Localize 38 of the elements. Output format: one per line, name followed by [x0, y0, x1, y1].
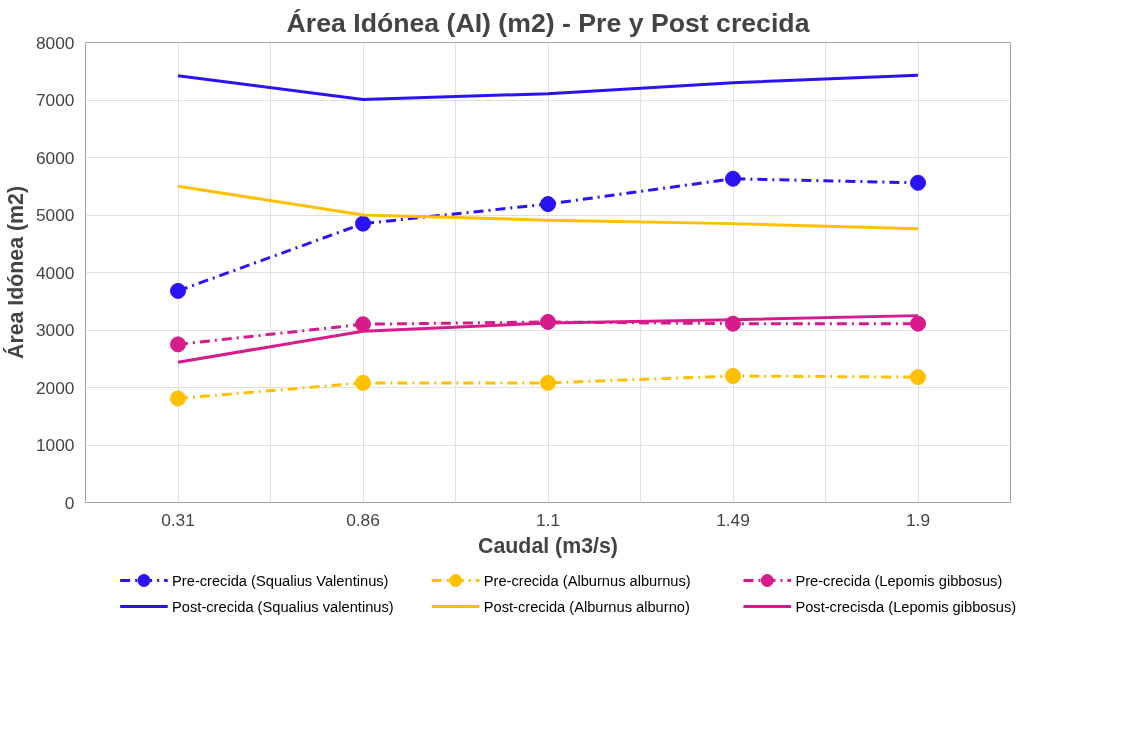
point — [540, 196, 556, 213]
y-tick-label: 5000 — [35, 205, 75, 225]
point — [540, 374, 556, 391]
point — [910, 369, 926, 386]
x-tick-label: 0.31 — [161, 509, 195, 530]
point — [910, 315, 926, 332]
line-series — [176, 184, 920, 231]
point — [355, 374, 371, 391]
y-tick-label: 7000 — [35, 90, 75, 110]
point — [910, 174, 926, 191]
y-tick-label: 0 — [64, 492, 75, 513]
y-tick-label: 2000 — [35, 377, 75, 398]
y-axis-title: Área Idónea (m2) — [2, 185, 28, 360]
legend-label: Pre-crecida (Lepomis gibbosus) — [795, 572, 1003, 589]
y-tick-label: 3000 — [35, 320, 75, 340]
legend-label: Pre-crecida (Alburnus alburnus) — [483, 572, 691, 589]
x-tick-label: 1.49 — [716, 509, 750, 530]
x-tick-label: 1.1 — [535, 509, 561, 530]
y-tick-label: 6000 — [35, 147, 75, 168]
y-tick-label: 1000 — [35, 435, 75, 455]
legend-label: Pre-crecida (Squalius Valentinus) — [172, 572, 389, 589]
point — [725, 368, 741, 384]
x-axis-title: Caudal (m3/s) — [478, 533, 618, 558]
x-tick-label: 0.86 — [346, 509, 380, 530]
x-tick-label: 1.9 — [905, 509, 931, 530]
line-series — [176, 73, 920, 101]
legend-label: Post-crecida (Squalius valentinus) — [172, 598, 394, 615]
y-tick-label: 4000 — [35, 262, 75, 283]
point — [355, 316, 371, 333]
point — [170, 282, 186, 299]
point — [170, 390, 186, 407]
point — [355, 215, 371, 232]
legend-label: Post-crecida (Alburnus alburno) — [483, 598, 690, 615]
point — [170, 336, 186, 353]
legend-label: Post-crecisda (Lepomis gibbosus) — [795, 598, 1017, 615]
chart-title: Área Idónea (AI) (m2) - Pre y Post crecida — [286, 7, 810, 38]
y-tick-label: 8000 — [35, 32, 75, 53]
point — [725, 170, 741, 187]
